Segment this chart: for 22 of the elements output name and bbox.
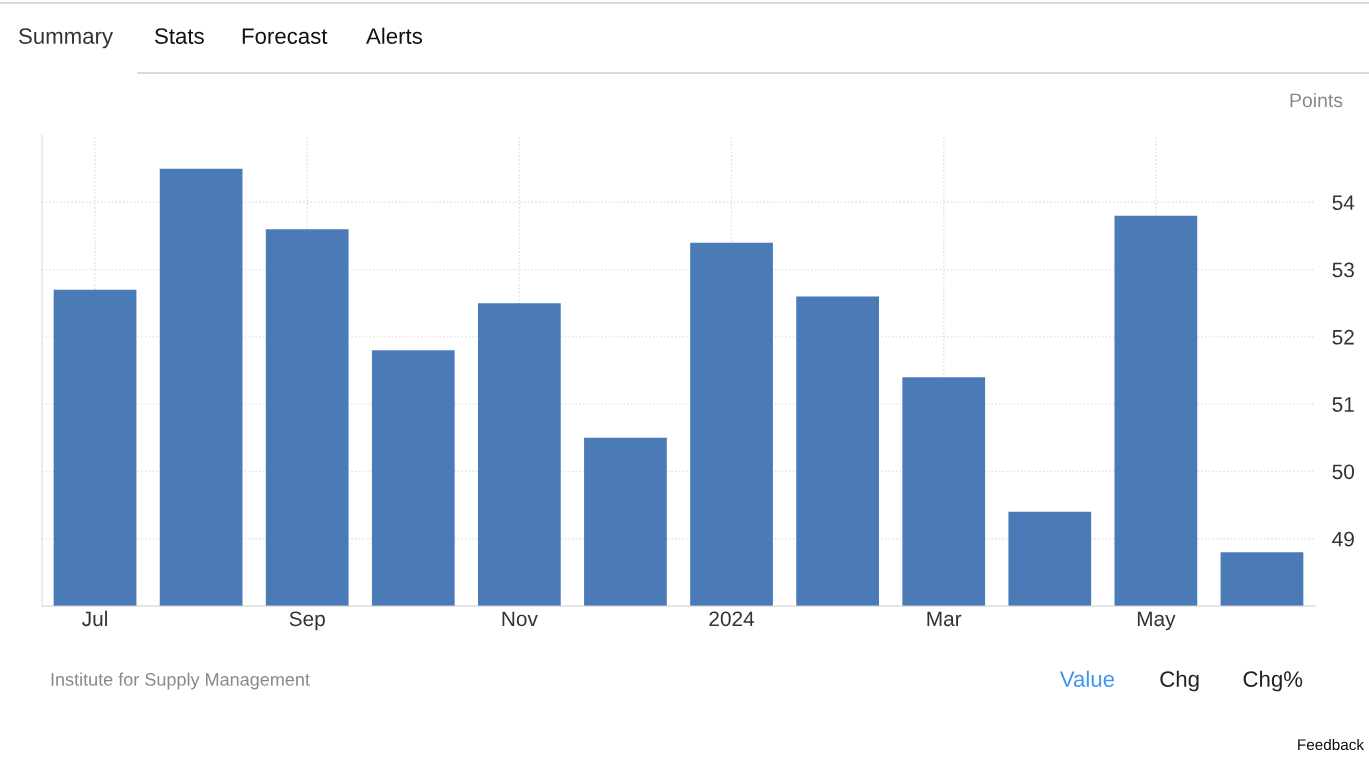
text: Feedback (1298, 738, 1365, 751)
y-tick-label: 54 (1332, 195, 1355, 211)
x-tick-label: 2024 (709, 611, 755, 627)
text: Summary (19, 28, 114, 49)
y-tick-label: 51 (1332, 397, 1354, 412)
y-axis-title: Points (1290, 92, 1343, 108)
x-tick-label: Sep (289, 611, 325, 631)
text: Stats (155, 28, 204, 44)
y-tick-label: 49 (1332, 531, 1354, 547)
y-tick-label: 53 (1332, 262, 1354, 278)
x-tick-label: May (1137, 611, 1176, 631)
text: Chg (1160, 670, 1199, 692)
text: Alerts (366, 27, 422, 44)
text: Institute for Supply Management (51, 672, 310, 690)
x-tick-label: Jul (82, 610, 107, 627)
text: Value (1059, 670, 1115, 687)
y-tick-label: 52 (1332, 329, 1354, 345)
text: Chg% (1243, 670, 1303, 692)
x-tick-label: Mar (927, 611, 962, 627)
y-tick-label: 50 (1332, 464, 1355, 480)
text: Forecast (242, 28, 328, 44)
x-tick-label: Nov (502, 611, 538, 627)
